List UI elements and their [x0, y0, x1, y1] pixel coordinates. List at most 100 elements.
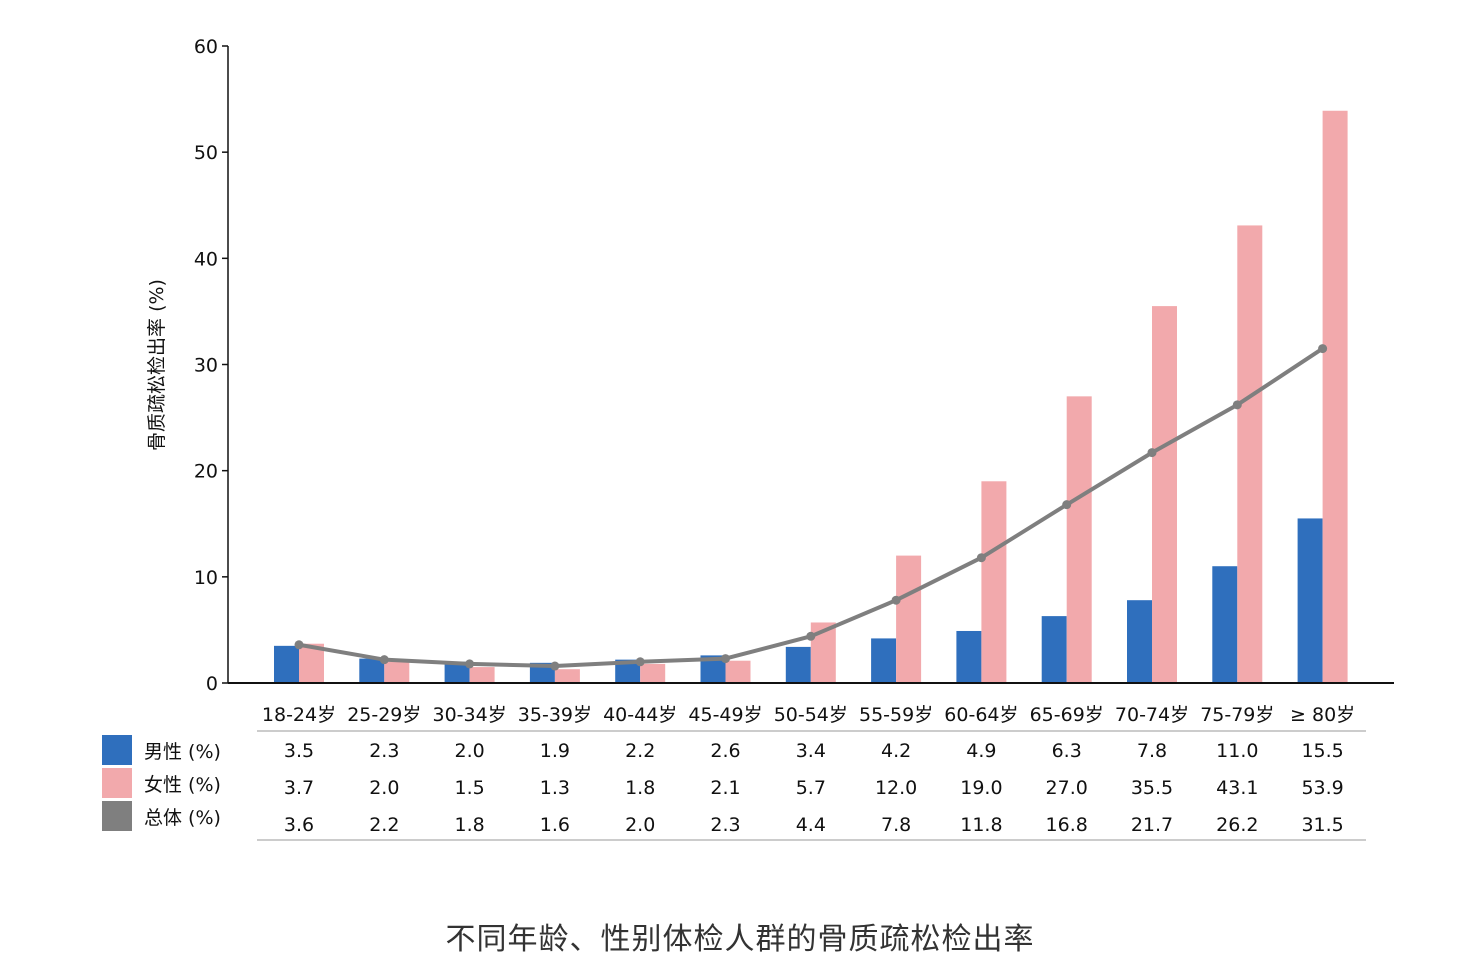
total-point — [976, 553, 986, 563]
table-cell-total: 31.5 — [1301, 814, 1343, 836]
legend-item-male: 男性 (%) — [102, 735, 221, 765]
total-point — [721, 654, 730, 664]
table-cell-male: 2.6 — [710, 740, 740, 762]
table-cell-total: 16.8 — [1046, 814, 1088, 836]
table-cell-female: 1.5 — [454, 777, 484, 799]
x-tick-label: 55-59岁 — [859, 704, 933, 726]
table-cell-total: 11.8 — [960, 814, 1002, 836]
y-axis-label: 骨质疏松检出率 (%) — [146, 279, 168, 451]
table-cell-total: 2.2 — [369, 814, 399, 836]
y-tick-label: 0 — [206, 673, 218, 695]
table-cell-female: 5.7 — [796, 777, 826, 799]
bar-male — [1212, 566, 1238, 683]
bar-female — [640, 663, 666, 683]
table-cell-female: 53.9 — [1301, 777, 1343, 799]
table-cell-male: 6.3 — [1052, 740, 1082, 762]
bar-male — [785, 646, 811, 683]
x-tick-label: 18-24岁 — [262, 704, 336, 726]
table-cell-female: 2.0 — [369, 777, 399, 799]
table-cell-male: 2.2 — [625, 740, 655, 762]
bar-female — [1322, 110, 1348, 684]
bar-female — [1066, 396, 1092, 683]
total-point — [1232, 400, 1242, 410]
bar-female — [554, 669, 580, 683]
total-point — [891, 595, 901, 605]
total-point — [465, 659, 475, 669]
chart-title: 不同年龄、性别体检人群的骨质疏松检出率 — [445, 922, 1035, 957]
bar-male — [615, 659, 641, 683]
legend-label-female: 女性 (%) — [144, 773, 221, 796]
x-tick-label: 60-64岁 — [944, 704, 1018, 726]
table-cell-female: 35.5 — [1131, 777, 1173, 799]
bar-female — [725, 660, 751, 683]
bar-male — [529, 662, 555, 683]
table-cell-total: 26.2 — [1216, 814, 1258, 836]
table-cell-total: 2.0 — [625, 814, 655, 836]
total-point — [635, 657, 645, 667]
y-tick-label: 10 — [194, 567, 218, 589]
x-tick-label: 45-49岁 — [688, 704, 762, 726]
bar-male — [1041, 616, 1067, 683]
x-tick-label: 70-74岁 — [1115, 704, 1189, 726]
table-cell-male: 11.0 — [1216, 740, 1258, 762]
x-tick-label: 30-34岁 — [432, 704, 506, 726]
table-cell-total: 1.6 — [540, 814, 570, 836]
data-table: 3.5 2.3 2.0 1.9 2.2 2.6 3.4 4.2 4.9 6.3 7.8 11.0 15.… — [257, 730, 1366, 841]
total-point — [294, 640, 304, 650]
bar-male — [444, 661, 470, 683]
table-cell-male: 4.9 — [966, 740, 996, 762]
bar-male — [274, 645, 299, 683]
table-cell-total: 3.6 — [284, 814, 314, 836]
table-cell-female: 2.1 — [710, 777, 740, 799]
x-axis: 18-24岁 25-29岁 30-34岁 35-39岁 40-44岁 45-49岁 50-5… — [228, 682, 1394, 726]
table-cell-total: 21.7 — [1131, 814, 1173, 836]
table-cell-male: 7.8 — [1137, 740, 1167, 762]
bars — [274, 110, 1348, 684]
x-tick-label: 40-44岁 — [603, 704, 677, 726]
table-cell-female: 1.3 — [540, 777, 570, 799]
table-cell-male: 3.5 — [284, 740, 314, 762]
legend-swatch-male — [102, 735, 132, 765]
bar-male — [1297, 518, 1323, 683]
table-cell-total: 7.8 — [881, 814, 911, 836]
y-tick-label: 60 — [194, 36, 218, 58]
table-cell-female: 19.0 — [960, 777, 1002, 799]
table-cell-female: 1.8 — [625, 777, 655, 799]
x-tick-label: 35-39岁 — [518, 704, 592, 726]
legend-swatch-total — [102, 801, 132, 831]
bar-female — [384, 661, 410, 683]
legend-label-total: 总体 (%) — [144, 806, 221, 829]
bar-male — [359, 658, 385, 683]
total-point — [1147, 448, 1157, 458]
total-point — [379, 655, 389, 665]
y-tick-label: 30 — [194, 355, 218, 377]
table-cell-male: 2.3 — [369, 740, 399, 762]
table-cell-male: 15.5 — [1301, 740, 1343, 762]
total-point — [550, 661, 560, 671]
total-point — [1062, 500, 1072, 510]
legend-label-male: 男性 (%) — [144, 740, 221, 763]
x-tick-label: 25-29岁 — [347, 704, 421, 726]
table-cell-total: 1.8 — [454, 814, 484, 836]
y-tick-label: 50 — [194, 142, 218, 164]
table-cell-female: 12.0 — [875, 777, 917, 799]
table-cell-male: 3.4 — [796, 740, 826, 762]
bar-female — [1237, 225, 1263, 683]
table-cell-male: 2.0 — [454, 740, 484, 762]
legend-swatch-female — [102, 768, 132, 798]
legend-item-female: 女性 (%) — [102, 768, 221, 798]
bar-male — [871, 638, 897, 683]
y-axis: 0 10 20 30 40 50 60 — [194, 36, 229, 695]
total-line — [294, 344, 1328, 671]
table-cell-total: 4.4 — [796, 814, 826, 836]
bar-female — [1152, 306, 1177, 683]
table-cell-female: 3.7 — [284, 777, 314, 799]
bar-female — [981, 481, 1007, 683]
table-cell-total: 2.3 — [710, 814, 740, 836]
x-tick-label: 75-79岁 — [1200, 704, 1274, 726]
table-cell-female: 27.0 — [1046, 777, 1088, 799]
x-tick-label: 65-69岁 — [1030, 704, 1104, 726]
table-cell-male: 1.9 — [540, 740, 570, 762]
y-tick-label: 20 — [194, 461, 218, 483]
